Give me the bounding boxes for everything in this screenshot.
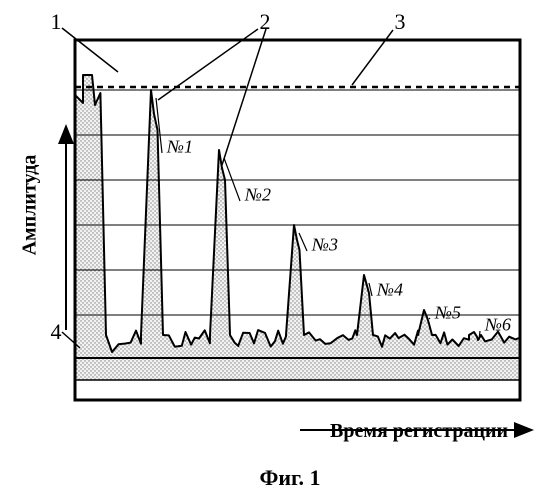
y-axis-label: Амплитуда: [19, 155, 42, 256]
figure-caption: Фиг. 1: [259, 465, 320, 491]
peak-label: №3: [312, 235, 338, 256]
peak-label: №5: [435, 303, 461, 324]
x-axis-label: Время регистрации: [330, 420, 508, 443]
callout-number: 1: [51, 9, 62, 35]
callout-number: 4: [51, 319, 62, 345]
callout-number: 3: [395, 9, 406, 35]
peak-label: №4: [377, 280, 403, 301]
callout-number: 2: [260, 9, 271, 35]
peak-label: №1: [167, 137, 193, 158]
peak-label: №2: [245, 185, 271, 206]
peak-label: №6: [485, 315, 511, 336]
figure-container: Амплитуда Время регистрации Фиг. 1 1 2 3 4 №…: [0, 0, 545, 500]
